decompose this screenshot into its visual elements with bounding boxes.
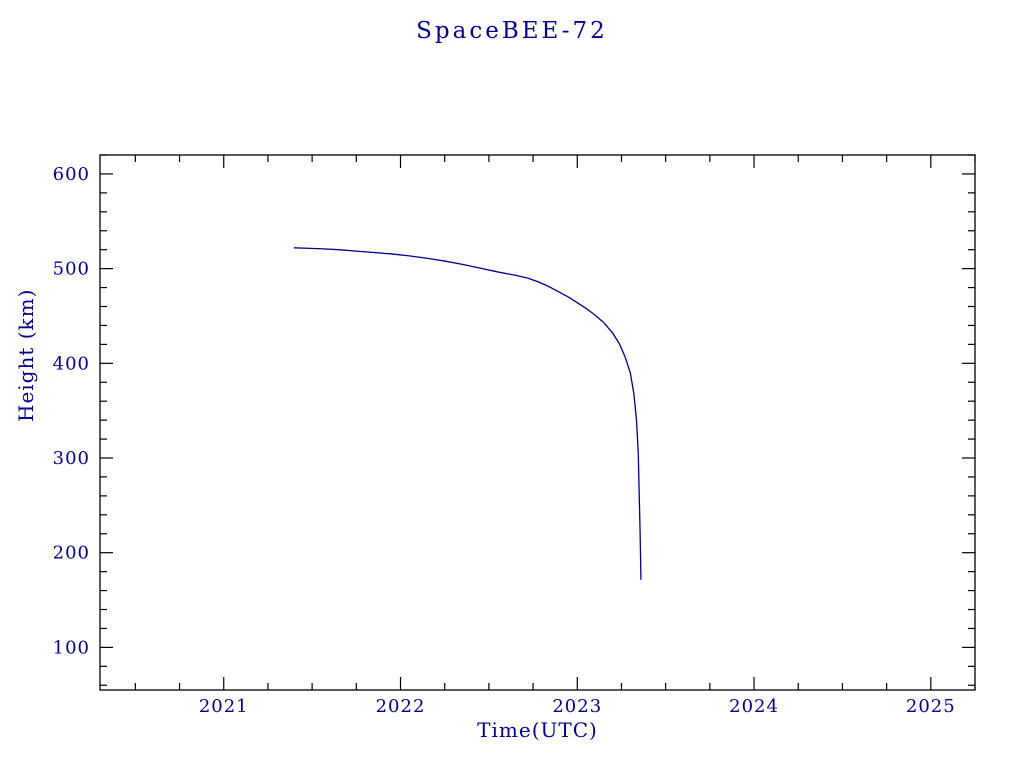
chart-title: SpaceBEE-72 xyxy=(416,18,608,44)
y-tick-label: 300 xyxy=(53,448,90,469)
y-tick-label: 400 xyxy=(53,353,90,374)
x-tick-label: 2024 xyxy=(729,696,779,717)
plot-frame xyxy=(99,154,976,691)
y-tick-label: 600 xyxy=(53,164,90,185)
y-tick-label: 100 xyxy=(53,637,90,658)
x-tick-label: 2023 xyxy=(552,696,602,717)
y-tick-label: 200 xyxy=(53,543,90,564)
x-tick-label: 2021 xyxy=(199,696,249,717)
x-tick-label: 2022 xyxy=(376,696,426,717)
x-axis-label: Time(UTC) xyxy=(477,718,598,742)
decay-curve xyxy=(293,247,642,580)
y-tick-label: 500 xyxy=(53,259,90,280)
x-tick-label: 2025 xyxy=(906,696,956,717)
